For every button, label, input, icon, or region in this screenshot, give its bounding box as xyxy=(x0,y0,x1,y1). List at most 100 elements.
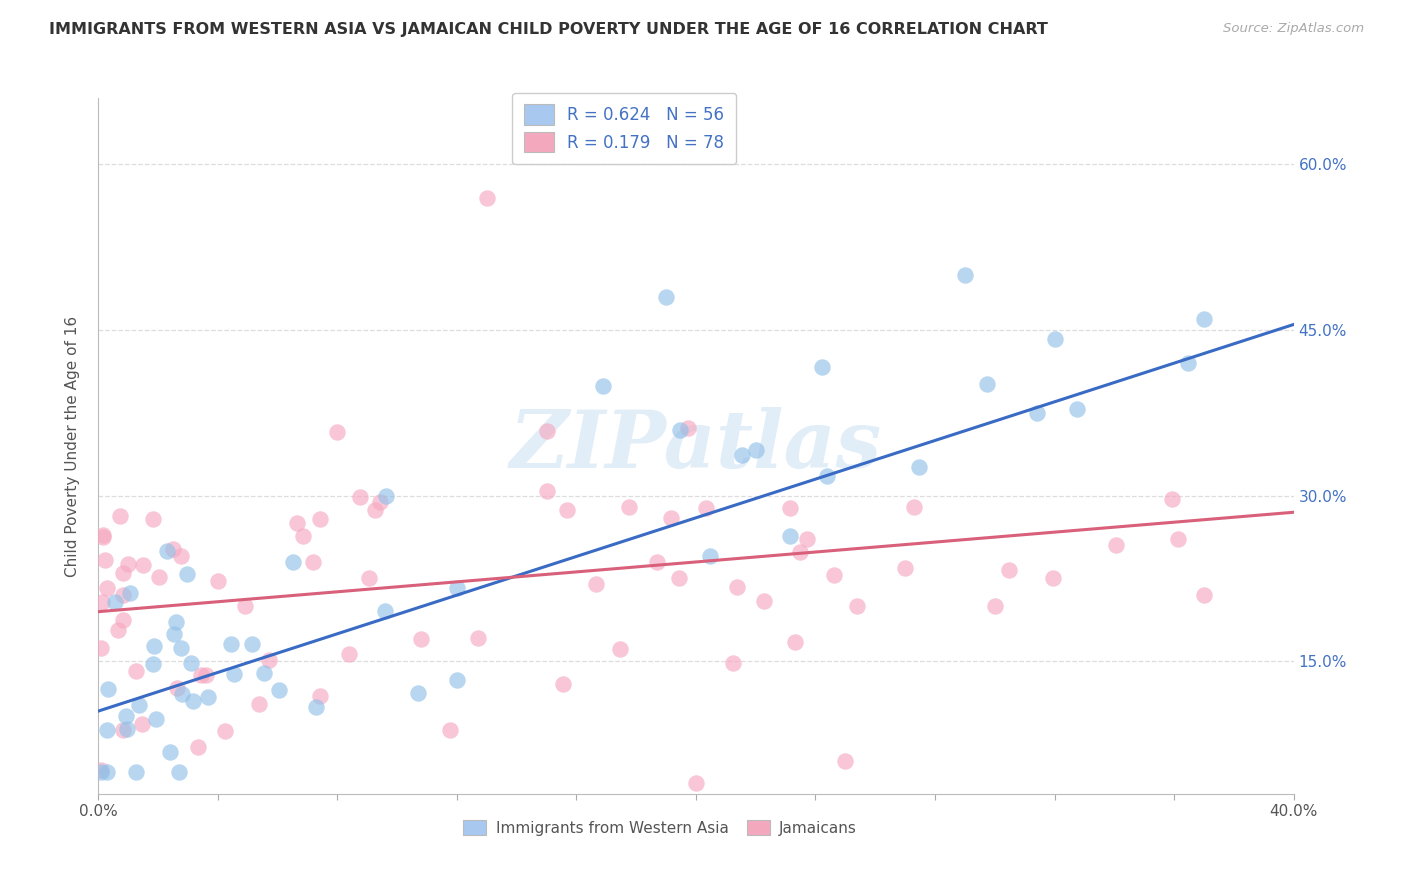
Point xyxy=(180,656,202,670)
Point xyxy=(128,698,150,712)
Point xyxy=(159,745,181,759)
Point xyxy=(115,723,138,737)
Point xyxy=(659,511,682,525)
Point xyxy=(96,764,118,779)
Point xyxy=(269,683,291,698)
Point xyxy=(117,557,139,571)
Point xyxy=(557,503,579,517)
Point xyxy=(148,570,170,584)
Point xyxy=(96,723,118,738)
Point xyxy=(754,593,776,607)
Point xyxy=(257,653,280,667)
Point xyxy=(997,563,1019,577)
Point xyxy=(145,712,167,726)
Point xyxy=(811,360,834,375)
Point xyxy=(789,544,811,558)
Point xyxy=(93,552,115,566)
Point xyxy=(731,448,754,462)
Point xyxy=(90,641,112,656)
Point xyxy=(91,528,114,542)
Point xyxy=(183,693,205,707)
Point xyxy=(104,595,127,609)
Point xyxy=(655,290,678,304)
Point xyxy=(467,631,489,645)
Point xyxy=(1042,571,1064,585)
Point xyxy=(235,599,257,614)
Point xyxy=(111,613,134,627)
Point xyxy=(112,566,135,580)
Point xyxy=(305,700,328,714)
Point xyxy=(585,576,607,591)
Point xyxy=(368,495,391,509)
Y-axis label: Child Poverty Under the Age of 16: Child Poverty Under the Age of 16 xyxy=(65,316,80,576)
Point xyxy=(124,664,146,678)
Point xyxy=(668,571,690,585)
Point xyxy=(292,529,315,543)
Point xyxy=(118,586,141,600)
Point xyxy=(619,500,641,514)
Point xyxy=(142,657,165,671)
Point xyxy=(364,503,387,517)
Point xyxy=(645,555,668,569)
Point xyxy=(976,377,998,392)
Point xyxy=(357,571,380,585)
Point xyxy=(1043,332,1066,346)
Point xyxy=(301,555,323,569)
Point xyxy=(796,532,818,546)
Point xyxy=(903,500,925,514)
Point xyxy=(253,665,276,680)
Point xyxy=(141,512,163,526)
Point xyxy=(668,423,690,437)
Point xyxy=(446,581,468,595)
Point xyxy=(156,544,179,558)
Point xyxy=(170,687,193,701)
Point xyxy=(725,580,748,594)
Point xyxy=(409,632,432,646)
Point xyxy=(309,512,332,526)
Point xyxy=(337,647,360,661)
Point xyxy=(408,686,430,700)
Point xyxy=(721,656,744,670)
Point xyxy=(170,641,193,656)
Point xyxy=(108,508,131,523)
Point xyxy=(551,677,574,691)
Point xyxy=(984,599,1007,614)
Point xyxy=(1026,406,1049,420)
Point xyxy=(166,681,188,695)
Point xyxy=(97,681,120,696)
Point xyxy=(1167,532,1189,546)
Point xyxy=(834,754,856,768)
Point xyxy=(176,567,198,582)
Point xyxy=(187,739,209,754)
Point xyxy=(439,723,461,738)
Point xyxy=(285,516,308,530)
Point xyxy=(1192,312,1215,326)
Point xyxy=(107,623,129,637)
Point xyxy=(592,378,614,392)
Point xyxy=(475,190,498,204)
Point xyxy=(281,556,304,570)
Point xyxy=(349,490,371,504)
Point xyxy=(446,673,468,687)
Point xyxy=(823,568,845,582)
Point xyxy=(194,668,217,682)
Point xyxy=(112,723,135,737)
Point xyxy=(1161,492,1184,507)
Point xyxy=(224,666,246,681)
Point xyxy=(609,641,631,656)
Point xyxy=(1104,538,1126,552)
Point xyxy=(170,549,193,563)
Point xyxy=(845,599,868,613)
Point xyxy=(783,634,806,648)
Point xyxy=(91,530,114,544)
Point xyxy=(374,603,396,617)
Point xyxy=(908,460,931,475)
Point xyxy=(1066,401,1088,416)
Point xyxy=(219,638,242,652)
Point xyxy=(90,764,112,779)
Point xyxy=(536,483,558,498)
Text: Source: ZipAtlas.com: Source: ZipAtlas.com xyxy=(1223,22,1364,36)
Point xyxy=(207,574,229,588)
Point xyxy=(240,637,263,651)
Point xyxy=(744,442,766,457)
